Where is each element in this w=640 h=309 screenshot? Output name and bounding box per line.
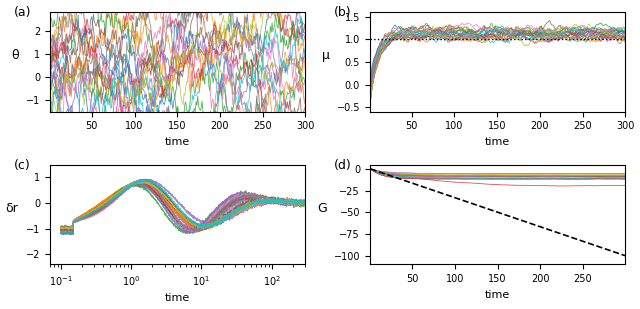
Y-axis label: μ: μ — [321, 49, 330, 62]
Text: (a): (a) — [14, 6, 31, 19]
Text: (d): (d) — [334, 159, 352, 172]
Text: (c): (c) — [14, 159, 31, 172]
Y-axis label: θ: θ — [11, 49, 19, 62]
X-axis label: time: time — [165, 294, 190, 303]
X-axis label: time: time — [165, 137, 190, 147]
Y-axis label: G: G — [317, 201, 327, 214]
Text: (b): (b) — [334, 6, 351, 19]
X-axis label: time: time — [485, 290, 510, 300]
X-axis label: time: time — [485, 137, 510, 147]
Y-axis label: δr: δr — [6, 201, 19, 214]
